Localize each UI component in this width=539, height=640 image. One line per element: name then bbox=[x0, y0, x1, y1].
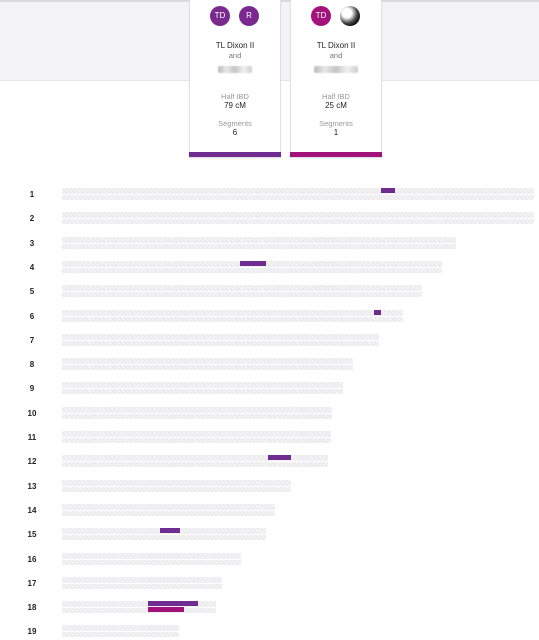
chromosome-bar[interactable] bbox=[62, 480, 291, 492]
chromosome-label: 7 bbox=[29, 336, 35, 345]
segments-label: Segments bbox=[218, 119, 252, 128]
chromatid-divider bbox=[62, 559, 241, 560]
chromosome-bar[interactable] bbox=[62, 358, 353, 370]
chromatid-divider bbox=[62, 267, 442, 268]
redacted-name bbox=[218, 66, 252, 73]
photo-avatar-icon bbox=[340, 6, 360, 26]
chromatid-divider bbox=[62, 510, 275, 511]
half-ibd-value: 25 cM bbox=[325, 101, 347, 110]
profile-name: TL Dixon II bbox=[215, 41, 255, 50]
match-color-bar bbox=[189, 152, 281, 157]
chromosome-label: 6 bbox=[29, 312, 35, 321]
chromatid-divider bbox=[62, 607, 216, 608]
chromosome-label: 13 bbox=[27, 482, 37, 491]
chromatid-divider bbox=[62, 291, 422, 292]
chromatid-divider bbox=[62, 631, 179, 632]
chromosome-bar[interactable] bbox=[62, 577, 222, 589]
chromosome-label: 16 bbox=[27, 555, 37, 564]
chromatid-divider bbox=[62, 316, 403, 317]
half-ibd-value: 79 cM bbox=[224, 101, 246, 110]
chromosome-label: 4 bbox=[29, 263, 35, 272]
half-ibd-label: Half IBD bbox=[322, 92, 350, 101]
chromosome-label: 8 bbox=[29, 360, 35, 369]
chromatid-divider bbox=[62, 413, 332, 414]
chromatid-divider bbox=[62, 534, 266, 535]
chromosome-label: 2 bbox=[29, 214, 35, 223]
segments-value: 1 bbox=[333, 128, 339, 137]
chromosome-bar[interactable] bbox=[62, 601, 216, 613]
chromosome-bar[interactable] bbox=[62, 553, 241, 565]
chromosome-label: 18 bbox=[27, 603, 37, 612]
match-card-1[interactable]: TD R TL Dixon II and Half IBD 79 cM Segm… bbox=[189, 0, 281, 158]
chromosome-label: 11 bbox=[27, 433, 37, 442]
chromosome-bar[interactable] bbox=[62, 455, 328, 467]
chromosome-label: 15 bbox=[27, 530, 37, 539]
chromosome-bar[interactable] bbox=[62, 334, 379, 346]
avatar: TD bbox=[210, 6, 230, 26]
chromosome-label: 1 bbox=[29, 190, 35, 199]
chromosome-label: 10 bbox=[27, 409, 37, 418]
chromosome-label: 9 bbox=[29, 384, 35, 393]
match-card-2[interactable]: TD TL Dixon II and Half IBD 25 cM Segmen… bbox=[290, 0, 382, 158]
ibd-segment[interactable] bbox=[374, 310, 381, 315]
chromatid-divider bbox=[62, 194, 534, 195]
chromosome-bar[interactable] bbox=[62, 261, 442, 273]
chromosome-label: 3 bbox=[29, 239, 35, 248]
profile-name: TL Dixon II bbox=[316, 41, 356, 50]
match-color-bar bbox=[290, 152, 382, 157]
avatar: R bbox=[239, 6, 259, 26]
chromosome-bar[interactable] bbox=[62, 237, 456, 249]
chromatid-divider bbox=[62, 340, 379, 341]
chromosome-label: 19 bbox=[27, 627, 37, 636]
chromosome-bar[interactable] bbox=[62, 528, 266, 540]
ibd-segment[interactable] bbox=[381, 188, 395, 193]
segments-value: 6 bbox=[232, 128, 238, 137]
chromosome-bar[interactable] bbox=[62, 212, 534, 224]
avatar-group: TD R bbox=[190, 6, 280, 28]
ibd-segment[interactable] bbox=[148, 601, 198, 606]
redacted-name bbox=[314, 66, 358, 73]
ibd-segment[interactable] bbox=[240, 261, 266, 266]
chromosome-bar[interactable] bbox=[62, 625, 179, 637]
chromatid-divider bbox=[62, 486, 291, 487]
chromosome-label: 5 bbox=[29, 287, 35, 296]
segments-label: Segments bbox=[319, 119, 353, 128]
and-label: and bbox=[228, 51, 242, 60]
chromosome-bar[interactable] bbox=[62, 431, 331, 443]
half-ibd-label: Half IBD bbox=[221, 92, 249, 101]
chromosome-bar[interactable] bbox=[62, 285, 422, 297]
chromatid-divider bbox=[62, 364, 353, 365]
ibd-segment[interactable] bbox=[160, 528, 180, 533]
and-label: and bbox=[329, 51, 343, 60]
chromosome-bar[interactable] bbox=[62, 407, 332, 419]
chromosome-bar[interactable] bbox=[62, 310, 403, 322]
chromosome-label: 14 bbox=[27, 506, 37, 515]
avatar-group: TD bbox=[291, 6, 381, 28]
chromatid-divider bbox=[62, 461, 328, 462]
chromatid-divider bbox=[62, 218, 534, 219]
chromosome-bar[interactable] bbox=[62, 382, 343, 394]
chromosome-label: 12 bbox=[27, 457, 37, 466]
chromosome-bar[interactable] bbox=[62, 504, 275, 516]
chromosome-bar[interactable] bbox=[62, 188, 534, 200]
avatar: TD bbox=[311, 6, 331, 26]
ibd-segment[interactable] bbox=[148, 607, 184, 612]
ibd-segment[interactable] bbox=[268, 455, 291, 460]
chromatid-divider bbox=[62, 388, 343, 389]
chromatid-divider bbox=[62, 437, 331, 438]
chromatid-divider bbox=[62, 243, 456, 244]
chromatid-divider bbox=[62, 583, 222, 584]
chromosome-label: 17 bbox=[27, 579, 37, 588]
